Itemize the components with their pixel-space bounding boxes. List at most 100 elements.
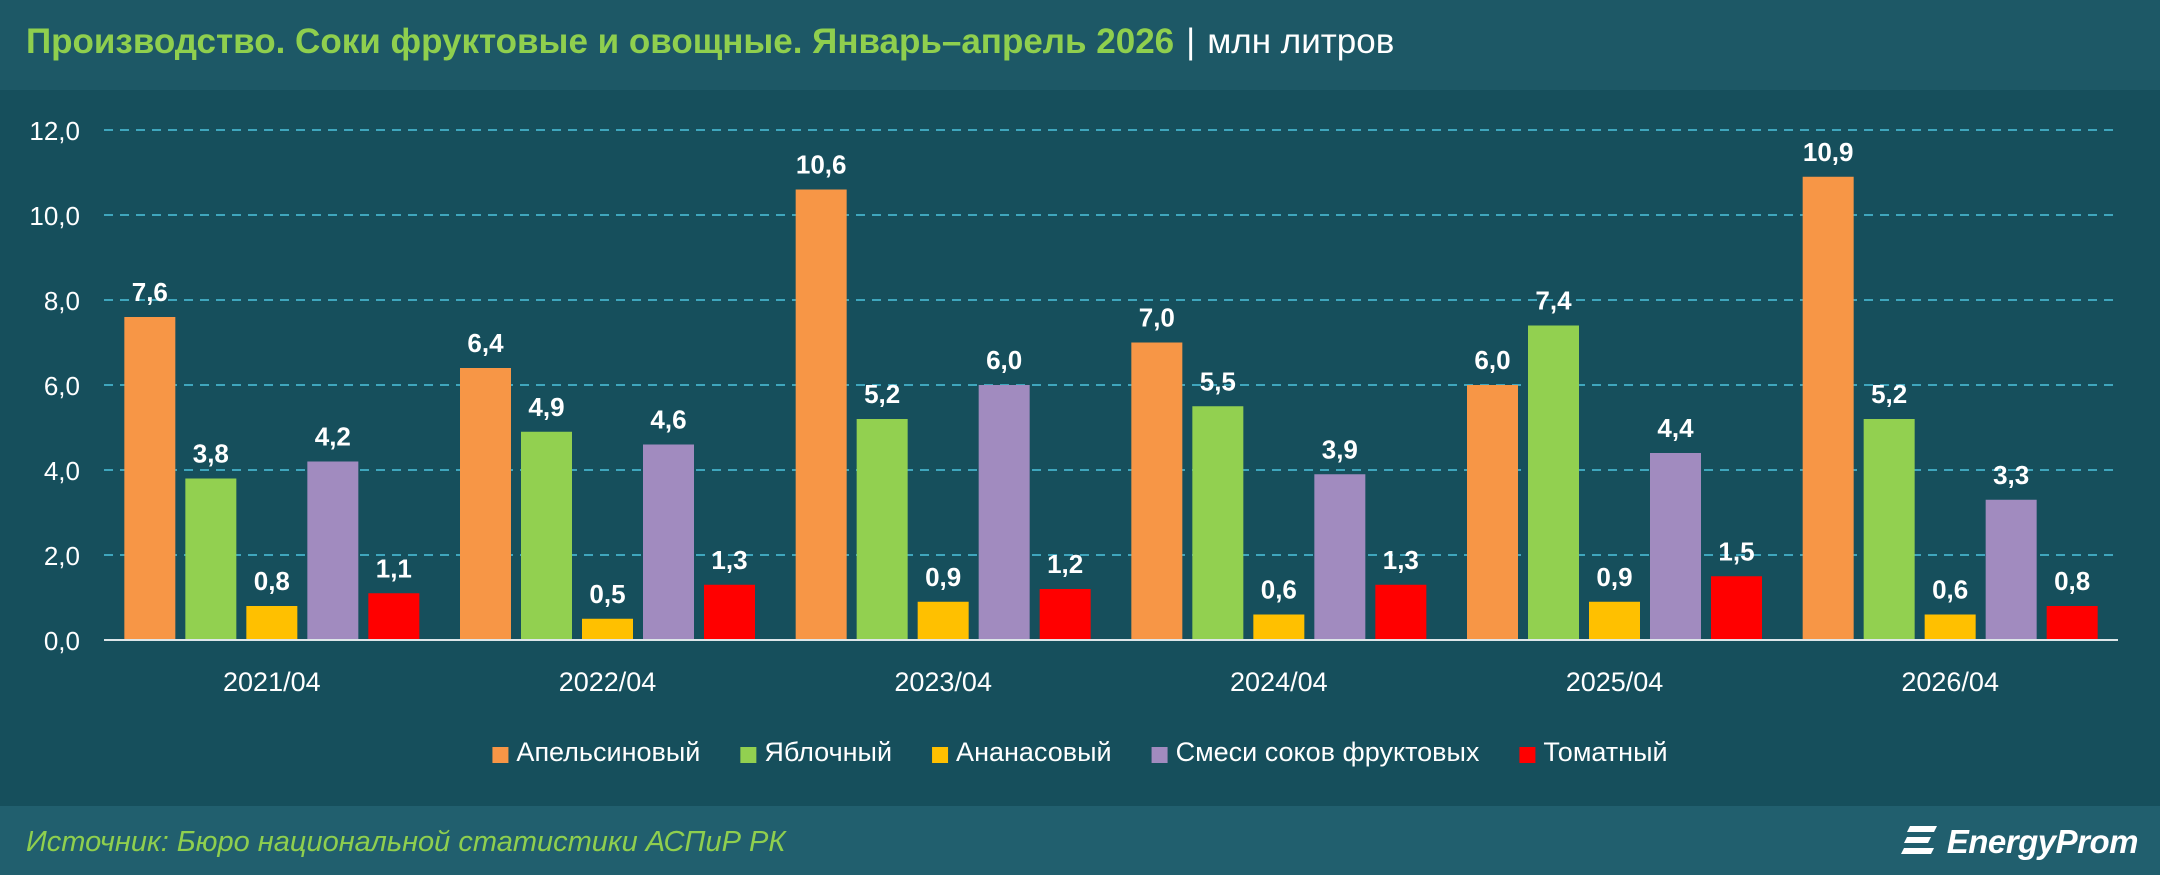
legend-swatch — [1151, 747, 1168, 763]
logo-text: EnergyProm — [1946, 823, 2139, 860]
data-label: 0,6 — [1932, 575, 1968, 605]
data-label: 6,0 — [986, 345, 1022, 375]
y-tick-label: 0,0 — [44, 626, 80, 656]
data-label: 1,3 — [711, 545, 747, 575]
x-tick-label: 2025/04 — [1566, 667, 1664, 697]
data-label: 4,9 — [528, 392, 564, 422]
bar — [643, 444, 694, 640]
bar — [1131, 342, 1183, 640]
y-tick-label: 10,0 — [29, 201, 80, 231]
y-tick-label: 2,0 — [44, 541, 80, 571]
data-label: 6,4 — [467, 328, 504, 358]
data-label: 3,9 — [1322, 434, 1358, 464]
legend-item: Смеси соков фруктовых — [1151, 737, 1480, 767]
legend-swatch — [1519, 747, 1536, 763]
data-label: 0,9 — [1596, 562, 1632, 592]
data-label: 5,2 — [1871, 379, 1907, 409]
data-label: 1,2 — [1047, 549, 1083, 579]
bar — [521, 431, 572, 640]
x-tick-label: 2021/04 — [223, 667, 321, 697]
legend-item: Апельсиновый — [492, 737, 700, 767]
bar — [185, 478, 237, 640]
data-label: 3,8 — [193, 439, 229, 469]
legend-item: Ананасовый — [932, 737, 1112, 767]
bar — [1314, 474, 1366, 640]
data-label: 0,5 — [589, 579, 625, 609]
bar — [460, 368, 511, 640]
data-label: 7,4 — [1535, 286, 1572, 316]
bar — [1375, 584, 1427, 640]
data-label: 0,8 — [2054, 566, 2090, 596]
bar — [1985, 499, 2037, 640]
y-tick-label: 4,0 — [44, 456, 80, 486]
data-label: 7,6 — [132, 277, 168, 307]
footer-bar: Источник: Бюро национальной статистики А… — [0, 806, 2160, 875]
data-label: 3,3 — [1993, 460, 2029, 490]
data-label: 0,6 — [1261, 575, 1297, 605]
legend: Апельсиновый Яблочный Ананасовый Смеси соко… — [492, 737, 1668, 767]
x-axis: 2021/04 2022/04 2023/04 2024/04 2025/04 2026/… — [104, 639, 2118, 697]
data-label: 6,0 — [1474, 345, 1510, 375]
x-tick-label: 2022/04 — [559, 667, 657, 697]
data-label: 4,6 — [650, 405, 686, 435]
data-label: 1,1 — [376, 553, 412, 583]
data-label: 1,5 — [1718, 536, 1754, 566]
energyprom-logo-icon — [1900, 826, 1937, 854]
bar — [1589, 601, 1640, 640]
bar — [978, 385, 1030, 640]
chart-title: Производство. Соки фруктовые и овощные. … — [26, 22, 1175, 61]
data-label: 0,8 — [254, 566, 290, 596]
bar — [1253, 614, 1305, 640]
bar — [1039, 589, 1091, 640]
legend-item: Томатный — [1519, 737, 1668, 767]
bar — [1467, 385, 1518, 640]
legend-swatch — [932, 747, 949, 763]
legend-swatch — [740, 747, 757, 763]
legend-label: Яблочный — [764, 737, 892, 767]
chart-unit: млн литров — [1207, 22, 1395, 61]
data-label: 5,5 — [1200, 366, 1236, 396]
data-label: 10,6 — [796, 150, 847, 180]
bar — [1924, 614, 1976, 640]
x-tick-label: 2026/04 — [1901, 667, 1999, 697]
data-label: 10,9 — [1803, 137, 1854, 167]
bar — [1863, 419, 1915, 640]
bar — [1528, 325, 1579, 640]
bar — [795, 189, 847, 640]
legend-label: Смеси соков фруктовых — [1176, 737, 1480, 767]
y-tick-label: 6,0 — [44, 371, 80, 401]
bar — [2046, 606, 2098, 640]
legend-label: Томатный — [1543, 737, 1667, 767]
bar — [856, 419, 908, 640]
legend-label: Апельсиновый — [516, 737, 700, 767]
bar — [1650, 453, 1701, 640]
source-note: Источник: Бюро национальной статистики А… — [26, 826, 786, 858]
energyprom-logo: EnergyProm — [1900, 820, 2139, 864]
data-label: 4,2 — [315, 422, 351, 452]
title-line: Производство. Соки фруктовые и овощные. … — [26, 22, 1394, 62]
bars — [124, 176, 2098, 640]
bar — [582, 618, 633, 640]
bar — [1192, 406, 1244, 640]
data-label: 1,3 — [1383, 545, 1419, 575]
y-axis: 0,0 2,0 4,0 6,0 8,0 10,0 12,0 — [29, 116, 80, 656]
bar — [1711, 576, 1762, 640]
data-label: 0,9 — [925, 562, 961, 592]
x-tick-label: 2023/04 — [894, 667, 992, 697]
bar — [917, 601, 969, 640]
legend-swatch — [492, 747, 509, 763]
legend-label: Ананасовый — [956, 737, 1112, 767]
bar-chart: 0,0 2,0 4,0 6,0 8,0 10,0 12,0 7,6 3,8 0,8 4,2 1,1 6… — [29, 116, 2118, 767]
x-tick-label: 2024/04 — [1230, 667, 1328, 697]
bar — [1802, 176, 1854, 640]
title-separator: | — [1186, 22, 1196, 61]
data-label: 5,2 — [864, 379, 900, 409]
bar — [307, 461, 359, 640]
legend-item: Яблочный — [740, 737, 892, 767]
bar — [124, 317, 176, 640]
y-tick-label: 12,0 — [29, 116, 80, 146]
header-bar: Производство. Соки фруктовые и овощные. … — [0, 0, 2160, 90]
y-tick-label: 8,0 — [44, 286, 80, 316]
data-label: 4,4 — [1657, 413, 1694, 443]
bar — [246, 606, 298, 640]
